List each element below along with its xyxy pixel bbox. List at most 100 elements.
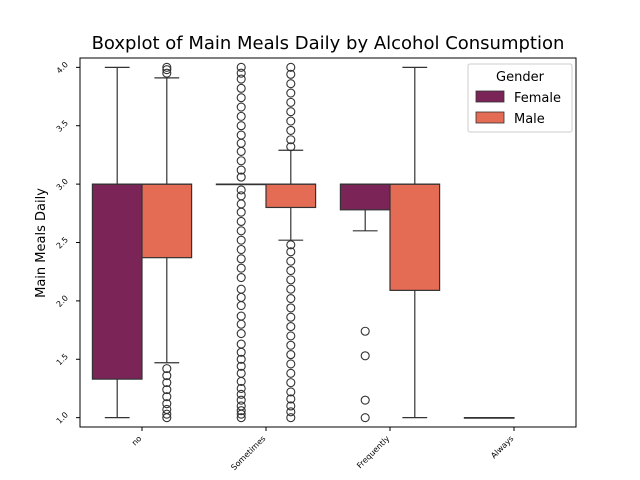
outlier-point: [236, 284, 246, 294]
legend: Gender Female Male: [467, 63, 573, 133]
x-tick-label: no: [130, 434, 143, 447]
outlier-point: [286, 284, 296, 294]
outlier-point: [162, 371, 172, 381]
outlier-point: [236, 165, 246, 175]
outlier-point: [286, 125, 296, 135]
outlier-point: [236, 389, 246, 399]
y-tick-label: 2.0: [55, 294, 70, 309]
y-axis-label: Main Meals Daily: [34, 188, 49, 298]
outlier-point: [236, 191, 246, 201]
y-tick-label: 3.5: [55, 118, 70, 133]
outlier-point: [286, 79, 296, 89]
outlier-point: [286, 340, 296, 350]
outlier-point: [162, 68, 172, 78]
outlier-point: [286, 265, 296, 276]
outlier-point: [236, 138, 246, 148]
outlier-point: [236, 130, 246, 140]
outlier-point: [360, 326, 370, 336]
outlier-point: [236, 292, 246, 302]
y-tick-label: 3.0: [55, 177, 70, 192]
box-male: [141, 183, 193, 259]
outlier-point: [286, 413, 296, 423]
outlier-point: [286, 359, 296, 369]
outlier-point: [236, 111, 246, 121]
outlier-point: [236, 216, 246, 227]
legend-label-male: Male: [514, 112, 545, 127]
outlier-point: [236, 68, 246, 78]
outlier-point: [286, 275, 296, 285]
outlier-point: [236, 93, 246, 103]
outlier-point: [162, 392, 172, 402]
box-male: [389, 183, 441, 291]
outlier-point: [236, 121, 246, 131]
outlier-point: [236, 156, 246, 166]
outlier-point: [286, 69, 296, 79]
outlier-point: [286, 322, 296, 332]
outlier-point: [236, 329, 246, 339]
outlier-point: [286, 97, 296, 107]
outlier-point: [286, 247, 296, 257]
outlier-point: [236, 74, 246, 84]
outlier-point: [236, 354, 246, 364]
y-tick-label: 2.5: [55, 235, 70, 250]
outlier-point: [236, 199, 246, 209]
outlier-point: [236, 413, 246, 423]
box-female: [91, 183, 143, 380]
outlier-point: [162, 385, 172, 395]
outlier-point: [286, 107, 296, 117]
outlier-point: [236, 401, 246, 411]
legend-title: Gender: [496, 70, 545, 85]
outlier-point: [236, 102, 246, 112]
outlier-point: [360, 413, 370, 423]
outlier-point: [162, 378, 172, 388]
outlier-point: [286, 350, 296, 360]
outlier-point: [162, 409, 172, 419]
outlier-point: [236, 406, 246, 416]
outlier-point: [236, 235, 246, 245]
outlier-point: [236, 83, 246, 93]
outlier-point: [286, 88, 296, 98]
y-tick-label: 1.5: [55, 352, 70, 367]
box-female: [339, 183, 391, 211]
outlier-point: [286, 407, 296, 417]
legend-label-female: Female: [514, 91, 561, 106]
outlier-point: [236, 207, 246, 217]
legend-swatch-female: [475, 90, 505, 103]
outlier-point: [236, 319, 246, 329]
outlier-point: [236, 146, 246, 156]
outlier-point: [286, 394, 296, 404]
outlier-point: [236, 226, 246, 236]
outlier-point: [236, 263, 246, 273]
outlier-point: [236, 185, 246, 195]
outlier-point: [236, 368, 246, 378]
outlier-point: [236, 244, 246, 255]
outlier-point: [236, 62, 246, 72]
outlier-point: [236, 395, 246, 405]
outlier-point: [162, 65, 172, 75]
outlier-point: [162, 399, 172, 409]
outlier-point: [236, 254, 246, 264]
y-tick-label: 1.0: [55, 410, 70, 425]
outlier-point: [286, 240, 296, 250]
box-male: [265, 183, 317, 209]
legend-swatch-male: [475, 111, 505, 124]
outlier-point: [286, 387, 296, 397]
outlier-point: [236, 172, 246, 182]
outlier-point: [286, 62, 296, 72]
outlier-point: [162, 364, 172, 374]
outlier-point: [236, 383, 246, 394]
outlier-point: [286, 331, 296, 341]
plot-frame: [79, 57, 577, 428]
outlier-point: [286, 294, 296, 304]
outlier-point: [286, 142, 296, 152]
outlier-point: [162, 62, 172, 72]
outlier-point: [360, 395, 370, 405]
outlier-point: [162, 404, 172, 415]
x-tick-label: Sometimes: [229, 434, 267, 472]
outlier-point: [236, 311, 246, 321]
plot-area: 1.0 1.5 2.0 2.5 3.0 3.5 4.0 no Sometimes Frequent…: [55, 60, 516, 472]
outlier-point: [236, 272, 246, 283]
outlier-point: [236, 361, 246, 371]
outlier-point: [286, 303, 296, 313]
